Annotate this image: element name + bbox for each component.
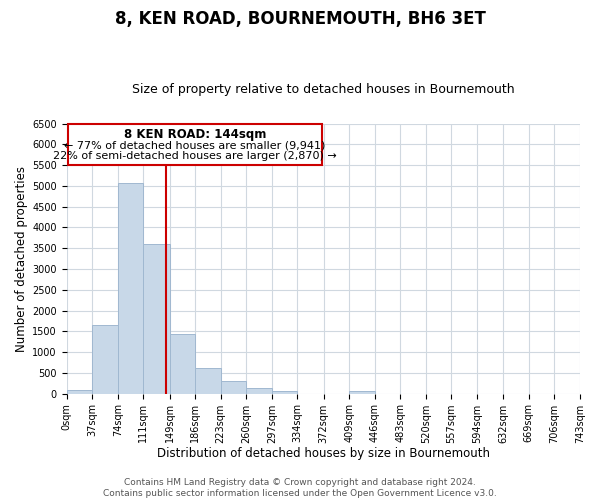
X-axis label: Distribution of detached houses by size in Bournemouth: Distribution of detached houses by size … (157, 447, 490, 460)
FancyBboxPatch shape (68, 124, 322, 165)
Bar (143, 244, 170, 394)
Y-axis label: Number of detached properties: Number of detached properties (15, 166, 28, 352)
Bar (118, 183, 143, 394)
Text: 8 KEN ROAD: 144sqm: 8 KEN ROAD: 144sqm (124, 128, 266, 140)
Bar (195, 368, 221, 394)
Text: 8, KEN ROAD, BOURNEMOUTH, BH6 3ET: 8, KEN ROAD, BOURNEMOUTH, BH6 3ET (115, 10, 485, 28)
Bar (272, 392, 298, 394)
Text: Contains HM Land Registry data © Crown copyright and database right 2024.
Contai: Contains HM Land Registry data © Crown c… (103, 478, 497, 498)
Bar (92, 325, 118, 394)
Bar (170, 334, 195, 394)
Bar (67, 390, 92, 394)
Text: ← 77% of detached houses are smaller (9,941): ← 77% of detached houses are smaller (9,… (64, 140, 326, 150)
Text: 22% of semi-detached houses are larger (2,870) →: 22% of semi-detached houses are larger (… (53, 150, 337, 160)
Title: Size of property relative to detached houses in Bournemouth: Size of property relative to detached ho… (132, 83, 515, 96)
Bar (221, 381, 246, 394)
Bar (349, 392, 375, 394)
Bar (246, 388, 272, 394)
